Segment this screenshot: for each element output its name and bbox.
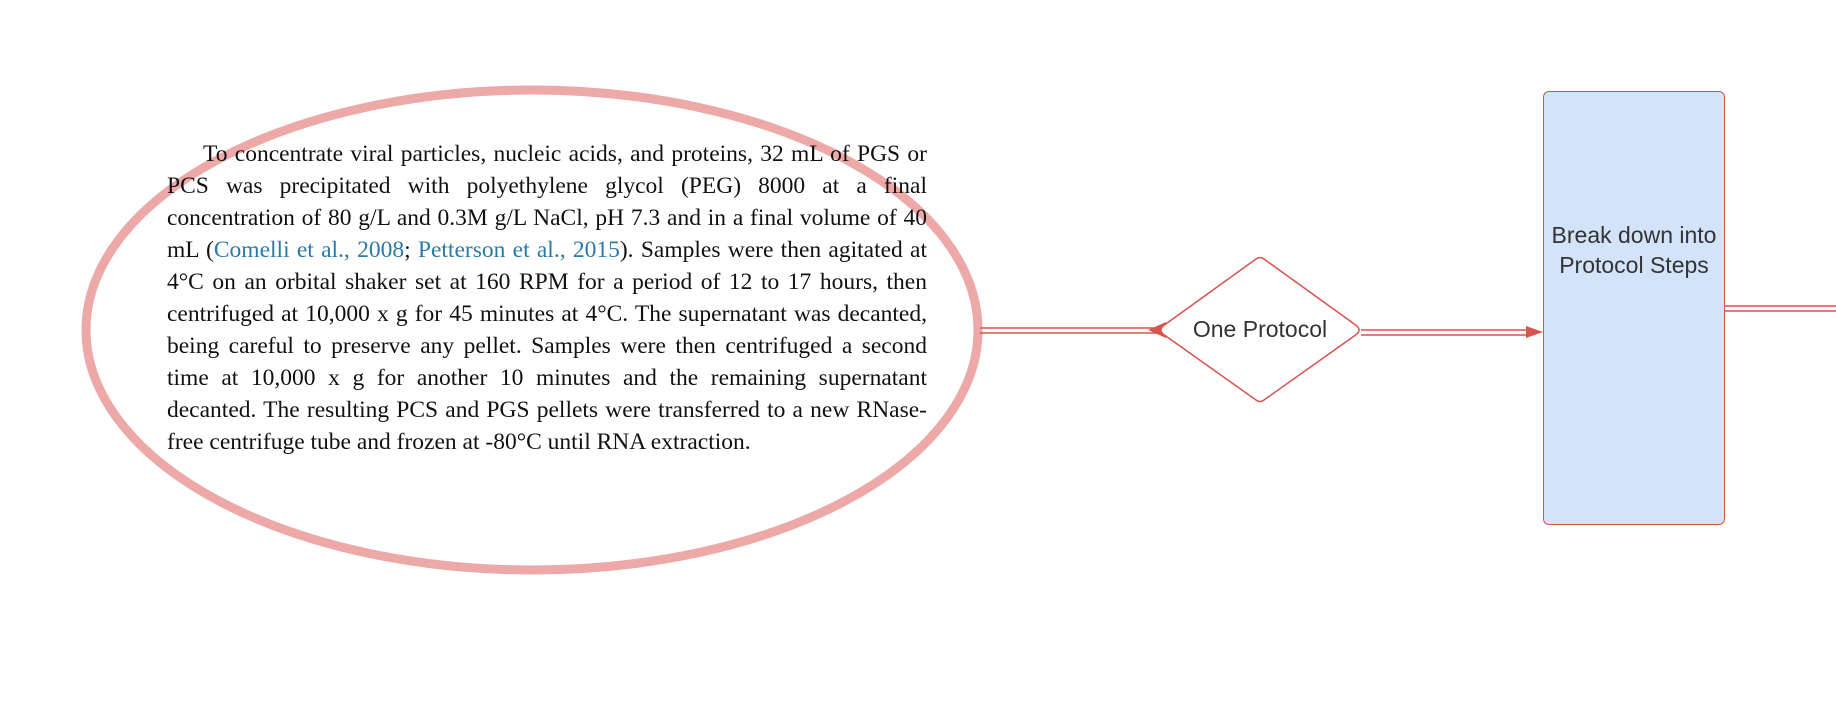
process-node-label: Break down into Protocol Steps (1551, 222, 1717, 278)
decision-node-label[interactable]: One Protocol (1192, 316, 1328, 342)
paragraph-text-run: To concentrate viral particles, nucleic … (167, 141, 927, 263)
paragraph-text-run: ). Samples were then agitated at 4°C on … (167, 237, 928, 455)
decision-diamond-shape[interactable] (1160, 256, 1360, 403)
connector-arrowhead-icon (1148, 322, 1166, 338)
source-paragraph: To concentrate viral particles, nucleic … (167, 138, 927, 458)
connector-arrowhead-icon (1526, 326, 1543, 338)
connector-decision-to-process[interactable] (1361, 326, 1543, 338)
process-node-box[interactable]: Break down into Protocol Steps (1543, 91, 1725, 525)
paragraph-text-run: ; (404, 237, 418, 263)
citation-link[interactable]: Comelli et al., 2008 (213, 237, 405, 263)
connector-ellipse-to-decision[interactable] (980, 322, 1166, 338)
citation-link[interactable]: Petterson et al., 2015 (417, 237, 620, 263)
connector-process-to-next[interactable] (1725, 305, 1836, 312)
source-text-highlight-ellipse[interactable] (81, 85, 983, 575)
